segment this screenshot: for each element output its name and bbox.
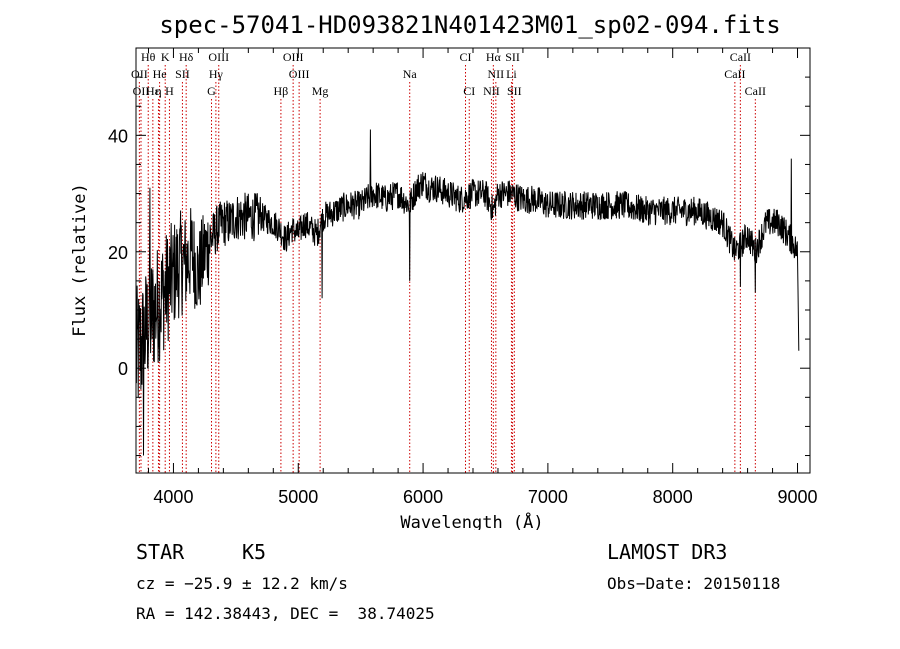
axis-ticks: 4000 5000 6000 7000 8000 9000 0 20 40: [108, 47, 818, 507]
x-tick-label: 5000: [278, 487, 318, 507]
flux-series-line: [135, 129, 800, 456]
y-tick-label: 20: [108, 243, 128, 263]
y-tick-label: 0: [118, 359, 128, 379]
spectral-line-label: CaII: [745, 84, 766, 98]
spectral-line-label: CI: [463, 84, 475, 98]
spectral-line-label: OIII: [208, 50, 229, 64]
x-tick-label: 7000: [528, 487, 568, 507]
x-tick-label: 6000: [403, 487, 443, 507]
spectral-line-label: Li: [506, 67, 517, 81]
observation-date: Obs−Date: 20150118: [607, 574, 781, 593]
spectral-line-label: Hε: [146, 84, 160, 98]
chart-title: spec-57041-HD093821N401423M01_sp02-094.f…: [159, 11, 780, 39]
spectral-line-label: OII: [131, 67, 148, 81]
spectral-line-label: Mg: [312, 84, 329, 98]
survey-name: LAMOST DR3: [607, 540, 728, 564]
x-tick-label: 8000: [653, 487, 693, 507]
redshift-cz: cz = −25.9 ± 12.2 km/s: [136, 574, 348, 593]
spectral-subclass: K5: [242, 540, 267, 564]
spectral-line-label: Hγ: [209, 67, 224, 81]
x-tick-label: 4000: [153, 487, 193, 507]
coordinates: RA = 142.38443, DEC = 38.74025: [136, 604, 435, 623]
spectral-line-label: NII: [483, 84, 500, 98]
spectral-line-label: OII: [133, 84, 150, 98]
spectral-line-label: OIII: [289, 67, 310, 81]
y-tick-label: 40: [108, 126, 128, 146]
spectral-line-label: He: [153, 67, 167, 81]
spectrum-chart: spec-57041-HD093821N401423M01_sp02-094.f…: [70, 11, 818, 530]
spectral-line-label: Hθ: [141, 50, 156, 64]
spectral-line-label: G: [207, 84, 216, 98]
x-axis-label: Wavelength (Å): [400, 511, 543, 530]
spectral-line-label: CaII: [724, 67, 745, 81]
plot-frame: [135, 47, 811, 474]
spectral-line-markers: [138, 65, 756, 473]
spectral-line-label: H: [165, 84, 174, 98]
spectral-line-label: CaII: [730, 50, 751, 64]
spectral-line-label: SII: [505, 50, 520, 64]
object-class: STAR: [136, 540, 185, 564]
spectral-line-label: CI: [460, 50, 472, 64]
spectral-line-label: η: [155, 84, 161, 98]
spectral-line-label: Hα: [486, 50, 502, 64]
spectral-line-label: OIII: [283, 50, 304, 64]
spectral-line-label: Hβ: [274, 84, 289, 98]
x-tick-label: 9000: [777, 487, 817, 507]
spectral-line-label: SII: [175, 67, 190, 81]
spectral-line-label: Na: [403, 67, 418, 81]
spectral-line-label: Hδ: [179, 50, 194, 64]
spectral-line-label: SII: [507, 84, 522, 98]
y-axis-label: Flux (relative): [70, 183, 90, 337]
spectral-line-label: K: [161, 50, 170, 64]
spectral-line-label: NII: [488, 67, 505, 81]
